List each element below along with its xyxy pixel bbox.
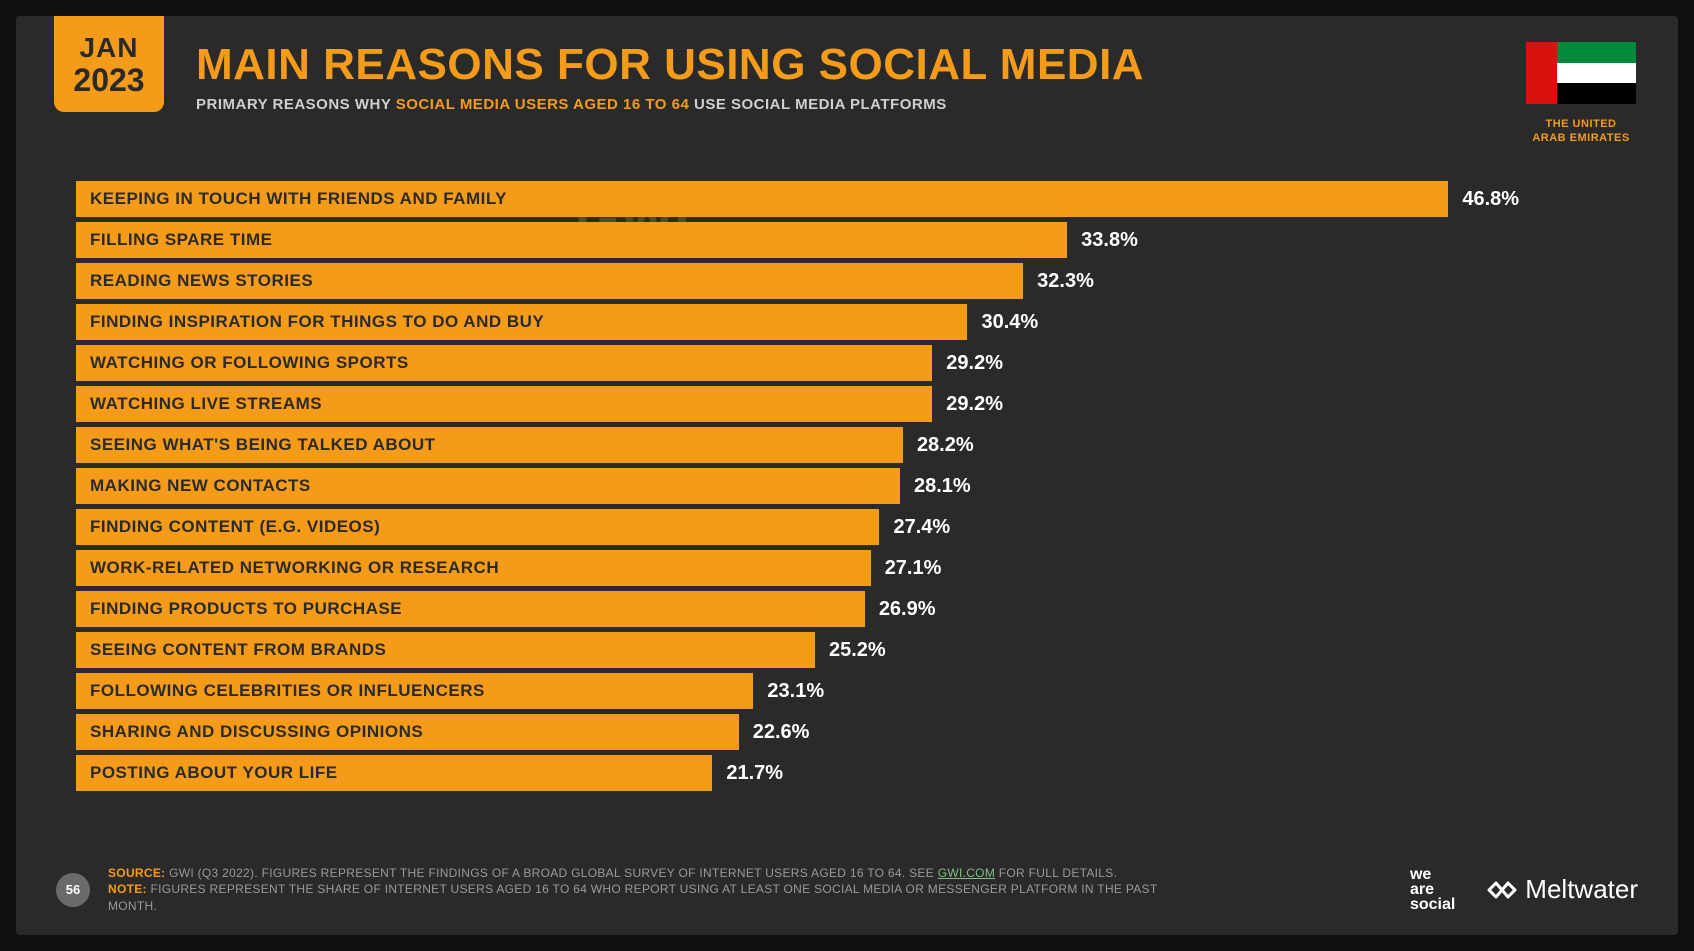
chart-row: FOLLOWING CELEBRITIES OR INFLUENCERS 23.1… bbox=[76, 673, 1618, 709]
chart-row: FINDING CONTENT (E.G. VIDEOS) 27.4% bbox=[76, 509, 1618, 545]
subtitle-post: USE SOCIAL MEDIA PLATFORMS bbox=[689, 96, 946, 113]
date-badge: JAN 2023 bbox=[54, 16, 164, 112]
chart-bar: MAKING NEW CONTACTS bbox=[76, 468, 900, 504]
chart-bar: SEEING WHAT'S BEING TALKED ABOUT bbox=[76, 427, 903, 463]
chart-bar: SHARING AND DISCUSSING OPINIONS bbox=[76, 714, 739, 750]
chart-value: 30.4% bbox=[981, 311, 1038, 334]
chart-row: KEEPING IN TOUCH WITH FRIENDS AND FAMILY… bbox=[76, 181, 1618, 217]
chart-value: 23.1% bbox=[767, 680, 824, 703]
chart-value: 33.8% bbox=[1081, 229, 1138, 252]
country-flag-box: THE UNITED ARAB EMIRATES bbox=[1526, 42, 1636, 146]
bar-chart: KEEPING IN TOUCH WITH FRIENDS AND FAMILY… bbox=[76, 181, 1618, 835]
header: MAIN REASONS FOR USING SOCIAL MEDIA PRIM… bbox=[196, 40, 1478, 113]
chart-bar: WATCHING OR FOLLOWING SPORTS bbox=[76, 345, 932, 381]
chart-row: SEEING WHAT'S BEING TALKED ABOUT 28.2% bbox=[76, 427, 1618, 463]
footer: 56 SOURCE: GWI (Q3 2022). FIGURES REPRES… bbox=[56, 865, 1638, 915]
date-year: 2023 bbox=[54, 64, 164, 96]
chart-row: FINDING INSPIRATION FOR THINGS TO DO AND… bbox=[76, 304, 1618, 340]
chart-value: 29.2% bbox=[946, 393, 1003, 416]
chart-bar: READING NEWS STORIES bbox=[76, 263, 1023, 299]
chart-row: SHARING AND DISCUSSING OPINIONS 22.6% bbox=[76, 714, 1618, 750]
source-text: SOURCE: GWI (Q3 2022). FIGURES REPRESENT… bbox=[108, 865, 1158, 915]
chart-row: SEEING CONTENT FROM BRANDS 25.2% bbox=[76, 632, 1618, 668]
date-month: JAN bbox=[54, 34, 164, 62]
chart-value: 28.1% bbox=[914, 475, 971, 498]
chart-row: FILLING SPARE TIME 33.8% bbox=[76, 222, 1618, 258]
chart-bar: WORK-RELATED NETWORKING OR RESEARCH bbox=[76, 550, 871, 586]
chart-value: 29.2% bbox=[946, 352, 1003, 375]
chart-bar: FINDING PRODUCTS TO PURCHASE bbox=[76, 591, 865, 627]
chart-bar: FINDING CONTENT (E.G. VIDEOS) bbox=[76, 509, 879, 545]
chart-row: POSTING ABOUT YOUR LIFE 21.7% bbox=[76, 755, 1618, 791]
slide-title: MAIN REASONS FOR USING SOCIAL MEDIA bbox=[196, 40, 1478, 90]
chart-value: 21.7% bbox=[726, 762, 783, 785]
slide: JAN 2023 MAIN REASONS FOR USING SOCIAL M… bbox=[16, 16, 1678, 935]
country-name: THE UNITED ARAB EMIRATES bbox=[1526, 117, 1636, 146]
source-link[interactable]: GWI.COM bbox=[938, 866, 995, 880]
slide-subtitle: PRIMARY REASONS WHY SOCIAL MEDIA USERS A… bbox=[196, 96, 1478, 113]
chart-bar: SEEING CONTENT FROM BRANDS bbox=[76, 632, 815, 668]
note-label: NOTE: bbox=[108, 882, 147, 896]
chart-row: WORK-RELATED NETWORKING OR RESEARCH 27.1% bbox=[76, 550, 1618, 586]
flag-hoist-red bbox=[1526, 42, 1557, 104]
meltwater-icon bbox=[1485, 879, 1519, 901]
chart-bar: POSTING ABOUT YOUR LIFE bbox=[76, 755, 712, 791]
subtitle-highlight: SOCIAL MEDIA USERS AGED 16 TO 64 bbox=[396, 96, 690, 113]
chart-bar: FOLLOWING CELEBRITIES OR INFLUENCERS bbox=[76, 673, 753, 709]
logos: we are social Meltwater bbox=[1410, 867, 1638, 913]
chart-value: 25.2% bbox=[829, 639, 886, 662]
chart-row: MAKING NEW CONTACTS 28.1% bbox=[76, 468, 1618, 504]
chart-value: 32.3% bbox=[1037, 270, 1094, 293]
chart-bar: FILLING SPARE TIME bbox=[76, 222, 1067, 258]
chart-value: 26.9% bbox=[879, 598, 936, 621]
subtitle-pre: PRIMARY REASONS WHY bbox=[196, 96, 396, 113]
uae-flag-icon bbox=[1526, 42, 1636, 104]
chart-row: WATCHING LIVE STREAMS 29.2% bbox=[76, 386, 1618, 422]
chart-bar: WATCHING LIVE STREAMS bbox=[76, 386, 932, 422]
chart-row: READING NEWS STORIES 32.3% bbox=[76, 263, 1618, 299]
chart-bar: FINDING INSPIRATION FOR THINGS TO DO AND… bbox=[76, 304, 967, 340]
chart-value: 27.1% bbox=[885, 557, 942, 580]
chart-row: FINDING PRODUCTS TO PURCHASE 26.9% bbox=[76, 591, 1618, 627]
chart-value: 28.2% bbox=[917, 434, 974, 457]
chart-value: 27.4% bbox=[893, 516, 950, 539]
source-label: SOURCE: bbox=[108, 866, 165, 880]
page-number: 56 bbox=[56, 873, 90, 907]
chart-value: 22.6% bbox=[753, 721, 810, 744]
chart-row: WATCHING OR FOLLOWING SPORTS 29.2% bbox=[76, 345, 1618, 381]
we-are-social-logo: we are social bbox=[1410, 867, 1455, 913]
meltwater-logo: Meltwater bbox=[1485, 874, 1638, 905]
chart-bar: KEEPING IN TOUCH WITH FRIENDS AND FAMILY bbox=[76, 181, 1448, 217]
chart-value: 46.8% bbox=[1462, 188, 1519, 211]
